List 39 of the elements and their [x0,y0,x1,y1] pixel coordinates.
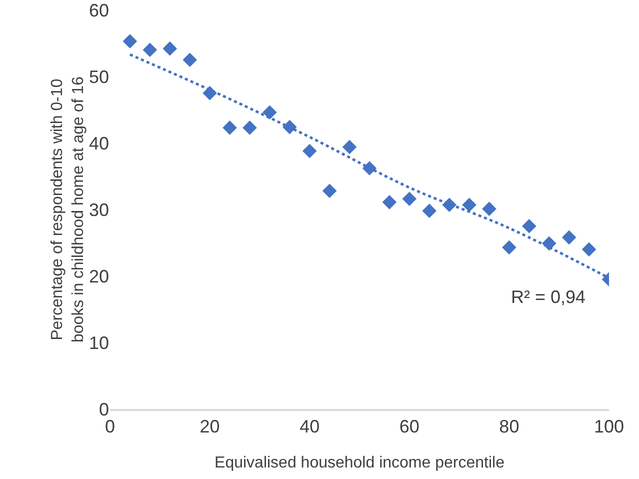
point [122,34,138,48]
x-tick-label: 80 [499,416,520,436]
y-axis-title: Percentage of respondents with 0-10 books in childhood home at age of 16 [49,76,87,342]
point [342,140,357,154]
y-tick-label: 60 [88,0,109,20]
x-axis-title: Equivalised household income percentile [214,454,505,472]
point [482,202,496,216]
point [542,236,556,251]
point [162,41,178,56]
point [502,240,516,255]
x-tick-label: 60 [399,416,420,436]
point [202,86,217,100]
x-tick-label: 40 [300,416,320,436]
x-tick-label: 20 [200,416,220,436]
point [282,120,297,134]
point [462,198,476,212]
point [182,52,197,68]
y-tick-label: 40 [88,133,109,154]
point [562,230,576,245]
point [582,242,596,257]
point [442,198,456,212]
point [382,195,397,210]
point [322,184,337,198]
point [522,218,536,234]
point [422,204,437,218]
y-tick-label: 50 [88,66,109,87]
x-tick-label: 100 [594,416,624,436]
point [302,144,317,158]
point [242,120,257,135]
y-tick-label: 20 [88,266,109,286]
y-tick-label: 10 [88,332,109,353]
y-tick-label: 30 [88,200,109,220]
point [262,105,277,120]
annotation: R² = 0,94 [511,287,586,307]
point [222,120,237,135]
y-tick-label: 0 [98,399,109,420]
point [362,161,377,176]
point [142,42,158,58]
point [402,192,417,206]
